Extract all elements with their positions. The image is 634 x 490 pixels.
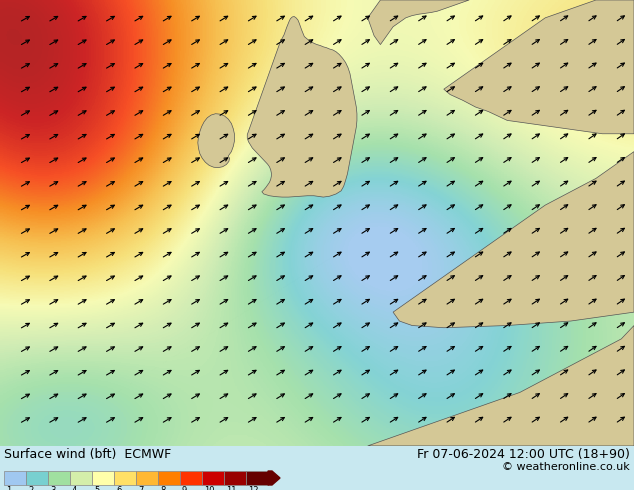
Polygon shape	[247, 17, 357, 197]
Text: 10: 10	[204, 486, 214, 490]
Bar	[4, 471, 26, 485]
Bar	[224, 471, 246, 485]
Bar	[158, 471, 180, 485]
Text: Fr 07-06-2024 12:00 UTC (18+90): Fr 07-06-2024 12:00 UTC (18+90)	[417, 448, 630, 461]
Bar	[246, 471, 268, 485]
Bar	[70, 471, 92, 485]
Polygon shape	[393, 151, 634, 328]
Text: 1: 1	[6, 486, 11, 490]
Text: 8: 8	[160, 486, 165, 490]
FancyArrow shape	[268, 471, 280, 485]
Text: 9: 9	[182, 486, 187, 490]
Bar	[202, 471, 224, 485]
Text: 4: 4	[72, 486, 77, 490]
Bar	[180, 471, 202, 485]
Text: 7: 7	[138, 486, 143, 490]
Bar	[92, 471, 114, 485]
Text: 11: 11	[226, 486, 236, 490]
Polygon shape	[368, 325, 634, 446]
Text: Surface wind (bft)  ECMWF: Surface wind (bft) ECMWF	[4, 448, 171, 461]
Bar	[26, 471, 48, 485]
Polygon shape	[444, 0, 634, 134]
Polygon shape	[368, 0, 469, 45]
Text: 12: 12	[248, 486, 259, 490]
Bar	[136, 471, 158, 485]
Text: 6: 6	[116, 486, 121, 490]
Text: 2: 2	[28, 486, 33, 490]
Bar	[114, 471, 136, 485]
Polygon shape	[198, 114, 235, 168]
Text: 5: 5	[94, 486, 100, 490]
Text: © weatheronline.co.uk: © weatheronline.co.uk	[502, 462, 630, 472]
Text: 3: 3	[50, 486, 55, 490]
Bar	[48, 471, 70, 485]
